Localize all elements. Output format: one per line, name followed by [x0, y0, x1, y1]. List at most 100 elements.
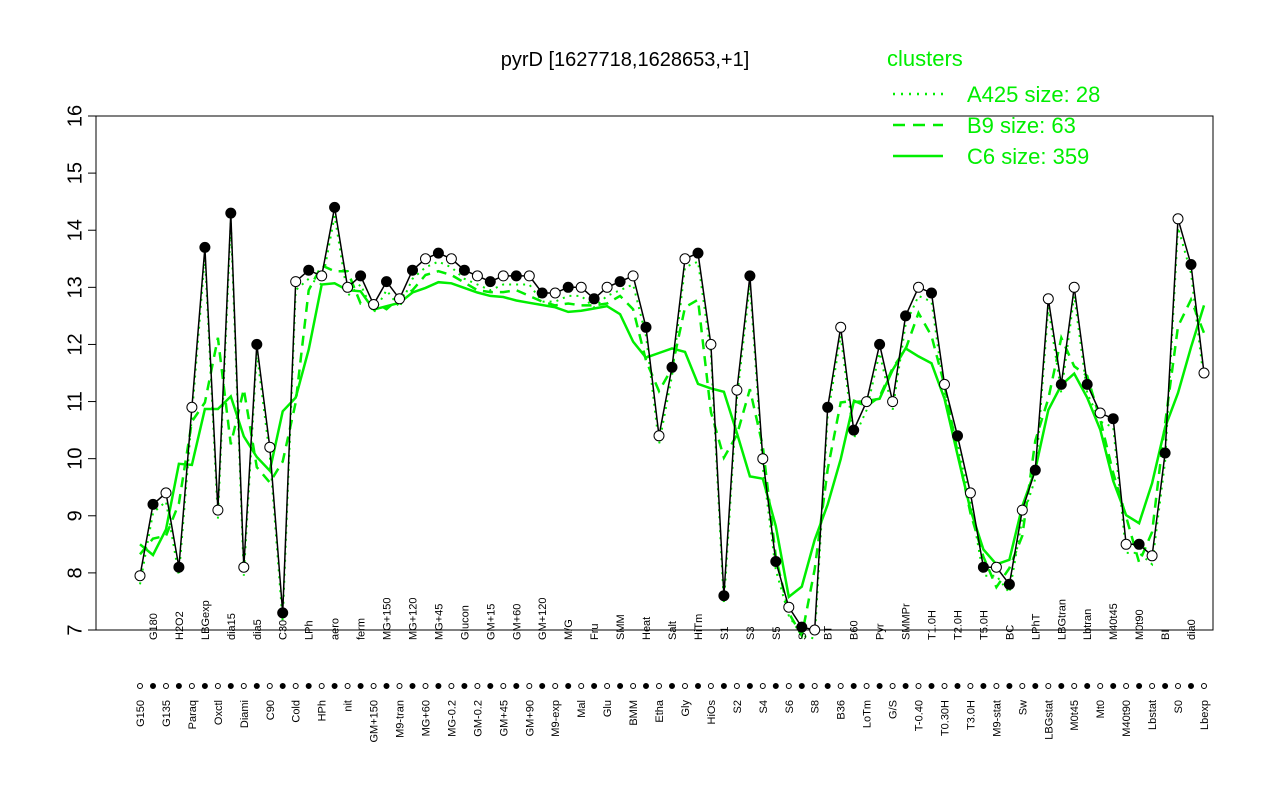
- x-tick-label: BMM: [628, 700, 640, 726]
- x-rug-mark: [720, 683, 727, 689]
- y-tick-label: 8: [64, 567, 86, 578]
- profile-line: [139, 207, 1205, 631]
- x-tick-label: Glu: [602, 700, 614, 717]
- data-point: [212, 504, 224, 516]
- x-tick-label: nit: [343, 700, 355, 712]
- data-point: [536, 287, 548, 299]
- data-point: [1107, 413, 1119, 425]
- legend-entry-label: A425 size: 28: [967, 82, 1100, 107]
- data-point: [913, 281, 924, 293]
- data-point: [926, 287, 937, 299]
- x-rug-mark: [850, 683, 857, 689]
- x-rug-mark: [1123, 683, 1130, 689]
- data-point: [549, 287, 561, 299]
- data-point: [1081, 378, 1093, 390]
- x-rug-mark: [889, 683, 896, 689]
- x-tick-label: MG+60: [421, 700, 433, 736]
- data-point: [952, 430, 963, 442]
- data-point: [407, 264, 418, 276]
- x-rug-mark: [876, 683, 883, 689]
- x-tick-label: Mt0: [1095, 700, 1107, 718]
- x-tick-label: M9-exp: [550, 700, 562, 737]
- data-points: [134, 201, 1210, 636]
- x-tick-label: Gly: [680, 700, 692, 717]
- x-rug-mark: [292, 683, 299, 689]
- x-rug-mark: [448, 683, 455, 689]
- legend: clusters A425 size: 28 B9 size: 63 C6 size…: [887, 46, 1100, 169]
- data-point: [562, 281, 574, 293]
- x-axis: G150 G180 G135 H2O2 Paraq LBGexp Oxctl dia15 Dia…: [135, 598, 1211, 743]
- x-tick-label: T2.0H: [953, 610, 965, 640]
- x-tick-label: B36: [836, 700, 848, 720]
- y-tick-label: 13: [64, 276, 86, 298]
- x-tick-label: GM+45: [498, 700, 510, 736]
- x-tick-label: BC: [1004, 625, 1016, 640]
- y-axis: 7 8 9 10 11 12 13 14 15 16: [64, 105, 97, 636]
- x-rug-mark: [357, 683, 364, 689]
- x-tick-label: S6: [784, 700, 796, 713]
- x-tick-label: M40t90: [1121, 700, 1133, 737]
- x-tick-label: Lbexp: [1199, 700, 1211, 730]
- data-point: [575, 281, 587, 293]
- x-tick-label: Cold: [291, 700, 303, 723]
- data-point: [939, 378, 950, 390]
- x-rug-mark: [798, 683, 805, 689]
- data-point: [355, 270, 367, 282]
- data-point: [1042, 293, 1054, 305]
- data-point: [394, 293, 405, 305]
- x-rug-mark: [318, 683, 325, 689]
- data-point: [186, 401, 198, 413]
- x-tick-label: T-0.40: [914, 700, 926, 731]
- x-rug-mark: [1201, 683, 1207, 689]
- x-rug-mark: [370, 683, 377, 689]
- data-point: [458, 264, 470, 276]
- data-point: [497, 270, 509, 282]
- x-rug-mark: [695, 683, 701, 689]
- x-tick-label: HPh: [317, 700, 329, 721]
- data-point: [783, 601, 795, 613]
- x-tick-label: S8: [810, 700, 822, 713]
- data-point: [874, 338, 886, 350]
- y-tick-label: 10: [64, 448, 86, 470]
- data-point: [627, 270, 639, 282]
- x-rug-mark: [201, 683, 208, 689]
- x-tick-label: LBGexp: [200, 600, 212, 640]
- x-rug-mark: [163, 683, 169, 689]
- data-point: [1094, 407, 1106, 419]
- y-tick-label: 9: [64, 510, 86, 521]
- x-rug-mark: [682, 683, 688, 689]
- x-tick-label: G135: [161, 700, 173, 727]
- x-rug-mark: [500, 683, 507, 689]
- x-tick-label: LBGtran: [1056, 599, 1068, 640]
- x-tick-label: HiTm: [693, 614, 705, 640]
- data-point: [368, 299, 380, 310]
- x-tick-label: ferm: [356, 618, 368, 640]
- data-point: [471, 270, 483, 282]
- data-point: [614, 276, 626, 288]
- x-rug-mark: [902, 683, 909, 689]
- x-tick-label: Paraq: [187, 700, 199, 729]
- x-rug-mark: [513, 683, 520, 689]
- y-tick-label: 14: [64, 219, 86, 241]
- data-point: [770, 556, 782, 567]
- x-rug-mark: [175, 683, 182, 689]
- data-point: [484, 276, 496, 288]
- x-tick-label: C30: [278, 620, 290, 640]
- x-rug-mark: [746, 683, 753, 689]
- data-point: [588, 293, 600, 305]
- legend-title: clusters: [887, 46, 963, 71]
- data-point: [835, 321, 847, 333]
- x-tick-label: T5.0H: [978, 610, 990, 640]
- data-point: [1016, 504, 1028, 516]
- data-point: [147, 498, 159, 510]
- data-point: [251, 338, 263, 350]
- x-rug-mark: [954, 683, 961, 689]
- data-point: [640, 321, 652, 333]
- data-point: [1068, 281, 1080, 293]
- x-rug-mark: [188, 683, 195, 689]
- x-tick-label: SMMPr: [901, 603, 913, 640]
- x-rug-mark: [915, 683, 922, 689]
- data-point: [601, 281, 613, 293]
- x-tick-label: dia0: [1186, 619, 1198, 640]
- series-solid-path: [139, 280, 1206, 600]
